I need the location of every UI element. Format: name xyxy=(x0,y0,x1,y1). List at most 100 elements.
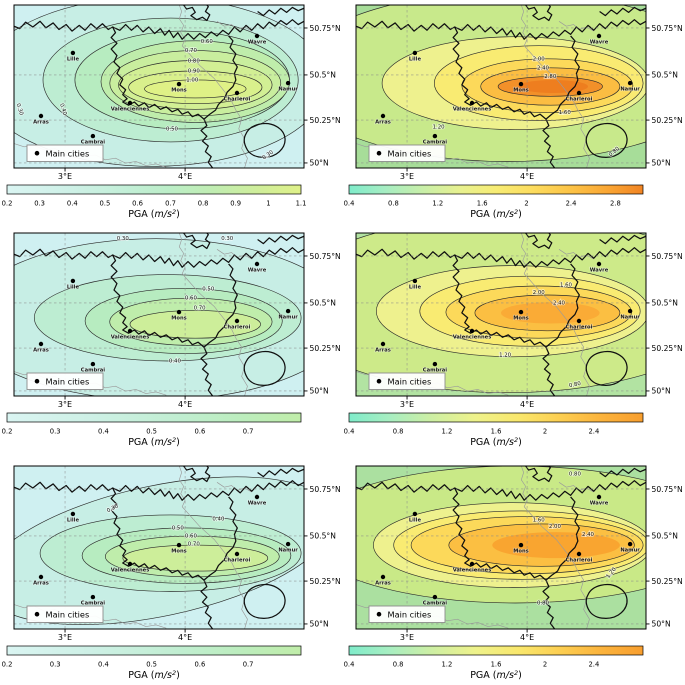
colorbar: 0.2 0.3 0.4 0.5 0.6 0.7 PGA (m/s2) xyxy=(2,645,302,681)
x-axis-tick-label: 4°E xyxy=(178,172,192,181)
contour-band xyxy=(501,302,600,324)
colorbar-tick-label: 2.8 xyxy=(610,200,621,208)
contour-label: 0.80 xyxy=(537,600,550,606)
city-label-namur: Namur xyxy=(620,87,640,93)
city-label-namur: Namur xyxy=(278,548,298,554)
colorbar-tick-label: 2.4 xyxy=(588,661,599,669)
pga-map-panel-middle-right: Lille Wavre Mons Charleroi Namur Arras Valenci… xyxy=(344,232,683,448)
city-marker-mons xyxy=(518,542,524,548)
colorbar-tick-label: 0.8 xyxy=(393,661,404,669)
contour-label: 0.50 xyxy=(166,126,179,132)
x-axis-tick-label: 3°E xyxy=(58,172,72,181)
city-marker-charleroi xyxy=(576,90,582,96)
country-border-lines xyxy=(14,5,304,168)
city-label-wavre: Wavre xyxy=(248,501,267,507)
colorbar-tick-label: 0.9 xyxy=(230,200,241,208)
country-border-lines xyxy=(356,5,646,168)
graticule xyxy=(356,5,646,168)
contour-label: 2.40 xyxy=(537,65,550,71)
legend-label: Main cities xyxy=(46,148,90,158)
city-label-wavre: Wavre xyxy=(248,40,267,46)
contour-label: 0.70 xyxy=(188,542,201,548)
y-axis-tick-label: 50.5°N xyxy=(652,299,678,308)
y-axis-tick-label: 50.25°N xyxy=(652,344,683,353)
city-marker-lille xyxy=(412,511,418,517)
city-marker-arras xyxy=(38,341,44,347)
colorbar-tick-label: 1.6 xyxy=(477,200,488,208)
colorbar-axis-label: PGA (m/s2) xyxy=(128,436,180,448)
y-axis-tick-label: 50.75°N xyxy=(652,252,683,261)
city-marker-mons xyxy=(176,542,182,548)
city-marker-arras xyxy=(38,113,44,119)
contour-label: 0.50 xyxy=(172,525,185,531)
colorbar-tick-label: 0.8 xyxy=(388,200,399,208)
city-label-cambrai: Cambrai xyxy=(81,368,105,374)
colorbar-tick-label: 0.4 xyxy=(98,661,109,669)
y-axis-tick-label: 50°N xyxy=(652,159,671,168)
country-border-lines xyxy=(14,466,304,629)
city-marker-lille xyxy=(70,50,76,56)
legend-label: Main cities xyxy=(46,376,90,386)
colorbar-tick-label: 1.1 xyxy=(296,200,307,208)
y-axis-tick-label: 50°N xyxy=(652,620,671,629)
contour-label: 0.70 xyxy=(185,48,198,54)
city-marker-namur xyxy=(285,308,291,314)
city-marker-arras xyxy=(380,341,386,347)
colorbar-tick-label: 0.2 xyxy=(2,428,13,436)
legend-main-cities: Main cities xyxy=(368,372,446,390)
colorbar-gradient xyxy=(348,412,644,423)
city-label-mons: Mons xyxy=(171,549,187,555)
axis-ticks xyxy=(406,488,650,633)
city-marker-wavre xyxy=(254,494,260,500)
contour-band-1.00 xyxy=(144,79,247,99)
contour-label: 0.40 xyxy=(58,103,68,117)
contour-label: 0.80 xyxy=(569,381,583,389)
city-marker-lille xyxy=(412,50,418,56)
y-axis-tick-label: 50.5°N xyxy=(652,71,678,80)
city-label-namur: Namur xyxy=(278,87,298,93)
city-marker-mons xyxy=(518,309,524,315)
city-marker-lille xyxy=(70,511,76,517)
city-marker-arras xyxy=(380,574,386,580)
city-marker-namur xyxy=(285,80,291,86)
colorbar-axis-label: PGA (m/s2) xyxy=(470,436,522,448)
city-marker-wavre xyxy=(596,494,602,500)
city-label-mons: Mons xyxy=(171,88,187,94)
colorbar: 0.4 0.8 1.2 1.6 2 2.4 2.8 PGA (m/s2) xyxy=(344,184,644,220)
city-marker-mons xyxy=(176,81,182,87)
colorbar-tick-label: 0.8 xyxy=(198,200,209,208)
city-label-mons: Mons xyxy=(171,316,187,322)
colorbar-tick-label: 0.4 xyxy=(344,200,355,208)
x-axis-tick-label: 3°E xyxy=(58,633,72,642)
colorbar: 0.2 0.3 0.4 0.5 0.6 0.7 0.8 0.9 1 1.1 PGA (m/s2) xyxy=(2,184,307,220)
x-axis-tick-label: 3°E xyxy=(400,633,414,642)
city-marker-namur xyxy=(627,308,633,314)
city-label-arras: Arras xyxy=(375,581,391,587)
contour-label: 0.50 xyxy=(202,287,215,293)
contour-label: 1.00 xyxy=(186,78,199,84)
contour-band xyxy=(518,80,588,93)
pga-map-panel-top-right: Lille Wavre Mons Charleroi Namur Arras Valenci… xyxy=(344,4,683,220)
city-marker-wavre xyxy=(254,33,260,39)
colorbar-tick-label: 2.4 xyxy=(566,200,577,208)
colorbar: 0.4 0.8 1.2 1.6 2 2.4 PGA (m/s2) xyxy=(344,645,644,681)
map-frame xyxy=(13,465,305,630)
city-label-valenciennes: Valenciennes xyxy=(111,568,150,574)
city-marker-valenciennes xyxy=(469,561,475,567)
contour-label: 0.70 xyxy=(194,306,207,312)
city-marker-wavre xyxy=(254,261,260,267)
contour-label: 2.00 xyxy=(533,290,546,296)
colorbar-tick-label: 1.2 xyxy=(441,428,452,436)
city-marker-cambrai xyxy=(432,361,438,367)
city-label-arras: Arras xyxy=(33,581,49,587)
y-axis-tick-label: 50.75°N xyxy=(652,24,683,33)
axis-ticks xyxy=(64,27,308,172)
legend-city-marker-icon xyxy=(34,378,40,384)
city-label-lille: Lille xyxy=(409,517,422,523)
city-label-charleroi: Charleroi xyxy=(224,325,251,331)
city-label-namur: Namur xyxy=(278,315,298,321)
legend-city-marker-icon xyxy=(376,611,382,617)
city-label-arras: Arras xyxy=(33,120,49,126)
city-marker-charleroi xyxy=(576,318,582,324)
city-label-charleroi: Charleroi xyxy=(224,97,251,103)
